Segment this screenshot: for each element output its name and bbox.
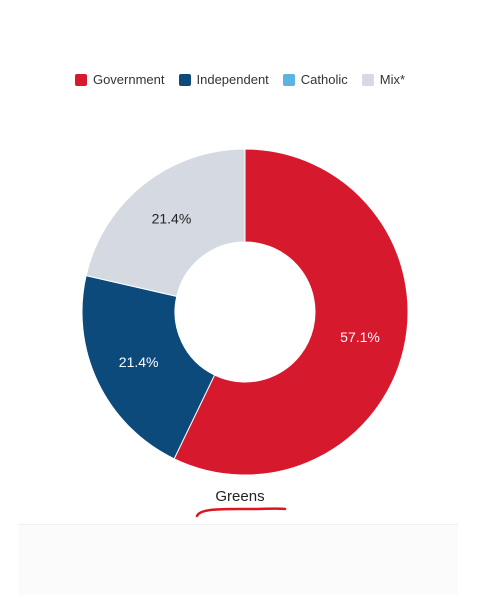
legend-swatch-catholic xyxy=(282,73,295,86)
chart-title: Greens xyxy=(215,488,265,505)
legend-label-mix: Mix* xyxy=(379,72,406,87)
legend-item-government[interactable]: Government xyxy=(74,72,165,87)
slice-label-government: 57.1% xyxy=(340,329,380,345)
legend-item-independent[interactable]: Independent xyxy=(178,72,269,87)
slice-government[interactable] xyxy=(173,148,409,476)
slice-mix[interactable] xyxy=(85,148,246,297)
legend-swatch-independent xyxy=(178,73,191,86)
legend-swatch-mix xyxy=(361,73,374,86)
bottom-panel xyxy=(18,524,458,595)
slice-label-mix: 21.4% xyxy=(152,210,192,226)
slice-label-independent: 21.4% xyxy=(119,354,159,370)
legend-label-independent: Independent xyxy=(196,72,269,87)
chart-legend: Government Independent Catholic Mix* xyxy=(0,72,480,87)
legend-item-catholic[interactable]: Catholic xyxy=(282,72,348,87)
legend-label-catholic: Catholic xyxy=(300,72,348,87)
legend-item-mix[interactable]: Mix* xyxy=(361,72,406,87)
underline-stroke xyxy=(195,507,287,518)
legend-swatch-government xyxy=(74,73,87,86)
legend-label-government: Government xyxy=(92,72,165,87)
slice-independent[interactable] xyxy=(81,275,216,460)
